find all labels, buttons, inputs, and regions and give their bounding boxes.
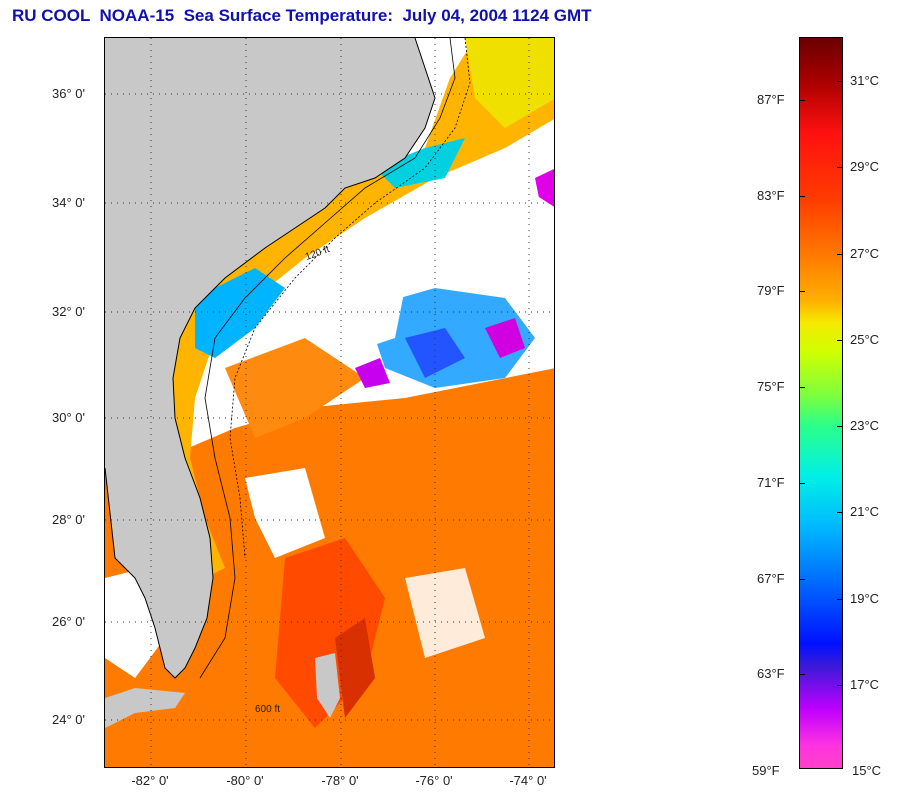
lat-label: 28° 0' [52,512,85,527]
cb-tick-f [799,674,805,675]
cb-tick-f [799,196,805,197]
colorbar-label-f: 67°F [757,571,785,586]
cb-tick-f [799,483,805,484]
lon-label: -78° 0' [321,773,359,788]
cb-tick-c [837,512,843,513]
lat-label: 36° 0' [52,86,85,101]
colorbar-label-f: 75°F [757,379,785,394]
colorbar-label-f: 71°F [757,475,785,490]
cb-tick-f [799,387,805,388]
colorbar-label-f: 83°F [757,188,785,203]
cb-tick-f [799,579,805,580]
cb-tick-c [837,599,843,600]
colorbar-label-f: 87°F [757,92,785,107]
temperature-colorbar [799,37,843,769]
colorbar-label-c: 15°C [852,763,882,778]
cb-tick-f [799,100,805,101]
colorbar-label-c: 29°C [850,159,880,174]
cb-tick-c [837,254,843,255]
colorbar-label-c: 19°C [850,591,880,606]
lon-label: -76° 0' [415,773,453,788]
cb-tick-f [799,291,805,292]
colorbar-label-c: 21°C [850,504,880,519]
colorbar-label-c: 23°C [850,418,880,433]
sst-map[interactable]: 120 ft 600 ft [104,37,555,768]
colorbar-label-c: 27°C [850,246,880,261]
lon-label: -80° 0' [226,773,264,788]
colorbar-label-c: 25°C [850,332,880,347]
lat-label: 26° 0' [52,614,85,629]
colorbar-label-f: 59°F [752,763,780,778]
colorbar-label-c: 31°C [850,73,880,88]
lon-label: -74° 0' [509,773,547,788]
depth-contour-label: 600 ft [255,704,281,715]
colorbar-label-c: 17°C [850,677,880,692]
colorbar-label-f: 79°F [757,283,785,298]
cb-tick-c [837,426,843,427]
cb-tick-c [837,167,843,168]
lat-label: 24° 0' [52,712,85,727]
cb-tick-c [837,81,843,82]
cb-tick-c [837,340,843,341]
lon-label: -82° 0' [131,773,169,788]
sst-map-image [105,38,554,767]
lat-label: 34° 0' [52,195,85,210]
lat-label: 32° 0' [52,304,85,319]
colorbar-label-f: 63°F [757,666,785,681]
lat-label: 30° 0' [52,410,85,425]
page-title: RU COOL NOAA-15 Sea Surface Temperature:… [12,6,592,25]
cb-tick-c [837,685,843,686]
